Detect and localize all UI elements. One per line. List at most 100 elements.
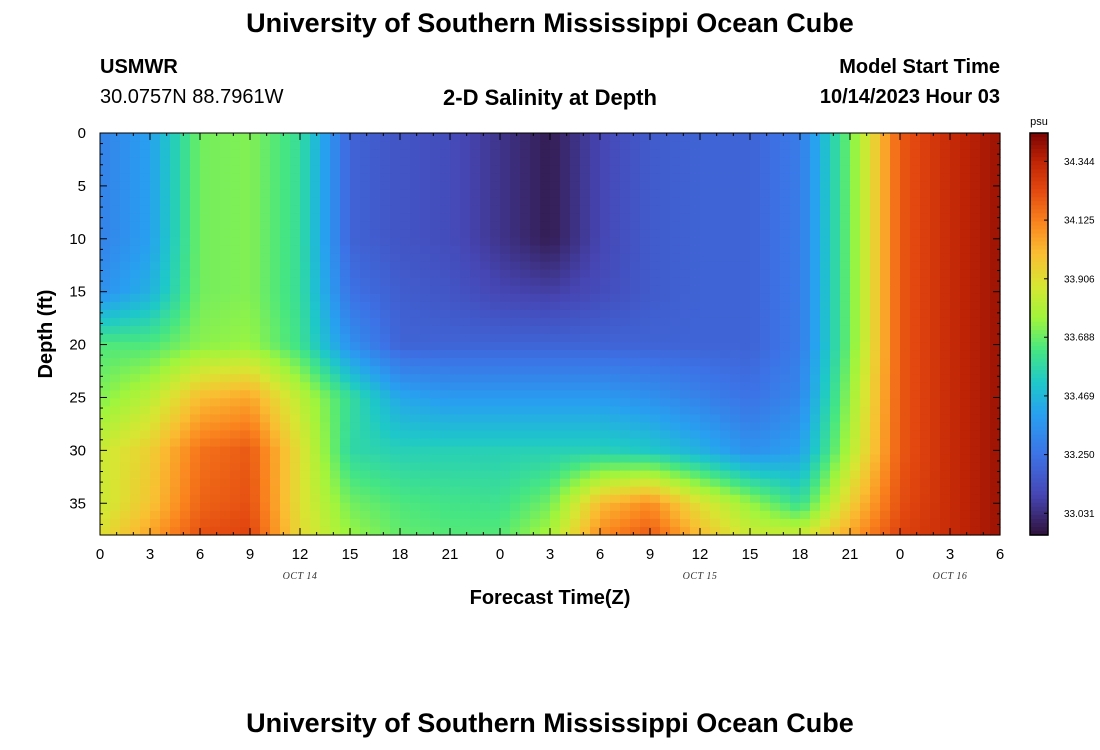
heatmap-cell [470, 205, 481, 214]
heatmap-cell [440, 253, 451, 263]
heatmap-cell [990, 470, 1001, 480]
heatmap-cell [780, 229, 791, 239]
heatmap-cell [720, 502, 731, 512]
heatmap-cell [900, 229, 911, 239]
heatmap-cell [830, 237, 841, 247]
heatmap-cell [740, 502, 751, 512]
heatmap-cell [570, 293, 581, 303]
heatmap-cell [800, 277, 811, 287]
heatmap-cell [550, 486, 561, 496]
heatmap-cell [840, 165, 851, 174]
heatmap-cell [700, 277, 711, 287]
heatmap-cell [820, 398, 831, 407]
heatmap-cell [980, 189, 991, 198]
heatmap-cell [310, 221, 321, 231]
heatmap-cell [850, 301, 861, 311]
heatmap-cell [510, 269, 521, 279]
heatmap-cell [650, 253, 661, 263]
heatmap-cell [200, 430, 211, 440]
heatmap-cell [690, 141, 701, 150]
heatmap-cell [500, 518, 511, 528]
heatmap-cell [680, 494, 691, 504]
heatmap-cell [550, 149, 561, 158]
heatmap-cell [500, 334, 511, 343]
colorbar-segment [1030, 185, 1048, 190]
heatmap-cell [940, 309, 951, 319]
heatmap-cell [730, 173, 741, 182]
heatmap-cell [610, 189, 621, 198]
heatmap-cell [200, 470, 211, 480]
heatmap-cell [100, 342, 111, 351]
heatmap-cell [310, 422, 321, 432]
heatmap-cell [270, 277, 281, 287]
heatmap-cell [100, 526, 111, 536]
heatmap-cell [440, 526, 451, 536]
heatmap-cell [510, 189, 521, 198]
heatmap-cell [870, 390, 881, 399]
heatmap-cell [130, 173, 141, 182]
y-axis-title: Depth (ft) [35, 290, 57, 379]
heatmap-cell [660, 526, 671, 536]
heatmap-cell [880, 181, 891, 190]
heatmap-cell [730, 317, 741, 327]
heatmap-cell [490, 221, 501, 231]
heatmap-cell [110, 374, 121, 383]
heatmap-cell [160, 293, 171, 303]
heatmap-cell [350, 454, 361, 464]
heatmap-cell [510, 229, 521, 239]
heatmap-cell [640, 446, 651, 456]
heatmap-cell [660, 470, 671, 480]
x-tick-label: 18 [792, 546, 809, 563]
heatmap-cell [760, 141, 771, 150]
heatmap-cell [980, 382, 991, 391]
heatmap-cell [290, 374, 301, 383]
heatmap-cell [600, 245, 611, 255]
heatmap-cell [270, 293, 281, 303]
heatmap-cell [940, 526, 951, 536]
heatmap-cell [410, 181, 421, 190]
heatmap-cell [680, 269, 691, 279]
heatmap-cell [840, 406, 851, 415]
heatmap-cell [390, 526, 401, 536]
heatmap-cell [970, 510, 981, 520]
heatmap-cell [950, 173, 961, 182]
heatmap-cell [730, 526, 741, 536]
heatmap-cell [910, 422, 921, 432]
heatmap-cell [840, 374, 851, 383]
heatmap-cell [970, 430, 981, 440]
heatmap-cell [100, 229, 111, 239]
heatmap-cell [820, 149, 831, 158]
heatmap-cell [170, 189, 181, 198]
heatmap-cell [100, 510, 111, 520]
heatmap-cell [900, 149, 911, 158]
heatmap-cell [440, 366, 451, 375]
heatmap-cell [790, 486, 801, 496]
heatmap-cell [250, 237, 261, 247]
heatmap-cell [370, 173, 381, 182]
heatmap-cell [380, 374, 391, 383]
heatmap-cell [270, 382, 281, 391]
heatmap-cell [850, 454, 861, 464]
heatmap-cell [990, 325, 1001, 335]
heatmap-cell [250, 390, 261, 399]
heatmap-cell [970, 221, 981, 231]
heatmap-cell [340, 141, 351, 150]
heatmap-cell [460, 269, 471, 279]
heatmap-cell [790, 277, 801, 287]
colorbar-segment [1030, 502, 1048, 508]
heatmap-cell [450, 133, 461, 142]
heatmap-cell [550, 173, 561, 182]
heatmap-cell [550, 502, 561, 512]
heatmap-cell [170, 430, 181, 440]
heatmap-cell [390, 149, 401, 158]
heatmap-cell [360, 237, 371, 247]
heatmap-cell [180, 213, 191, 223]
heatmap-cell [390, 518, 401, 528]
heatmap-cell [480, 446, 491, 456]
heatmap-cell [620, 446, 631, 456]
heatmap-cell [370, 334, 381, 343]
heatmap-cell [540, 157, 551, 166]
heatmap-cell [230, 374, 241, 383]
heatmap-cell [930, 350, 941, 359]
heatmap-cell [680, 205, 691, 214]
